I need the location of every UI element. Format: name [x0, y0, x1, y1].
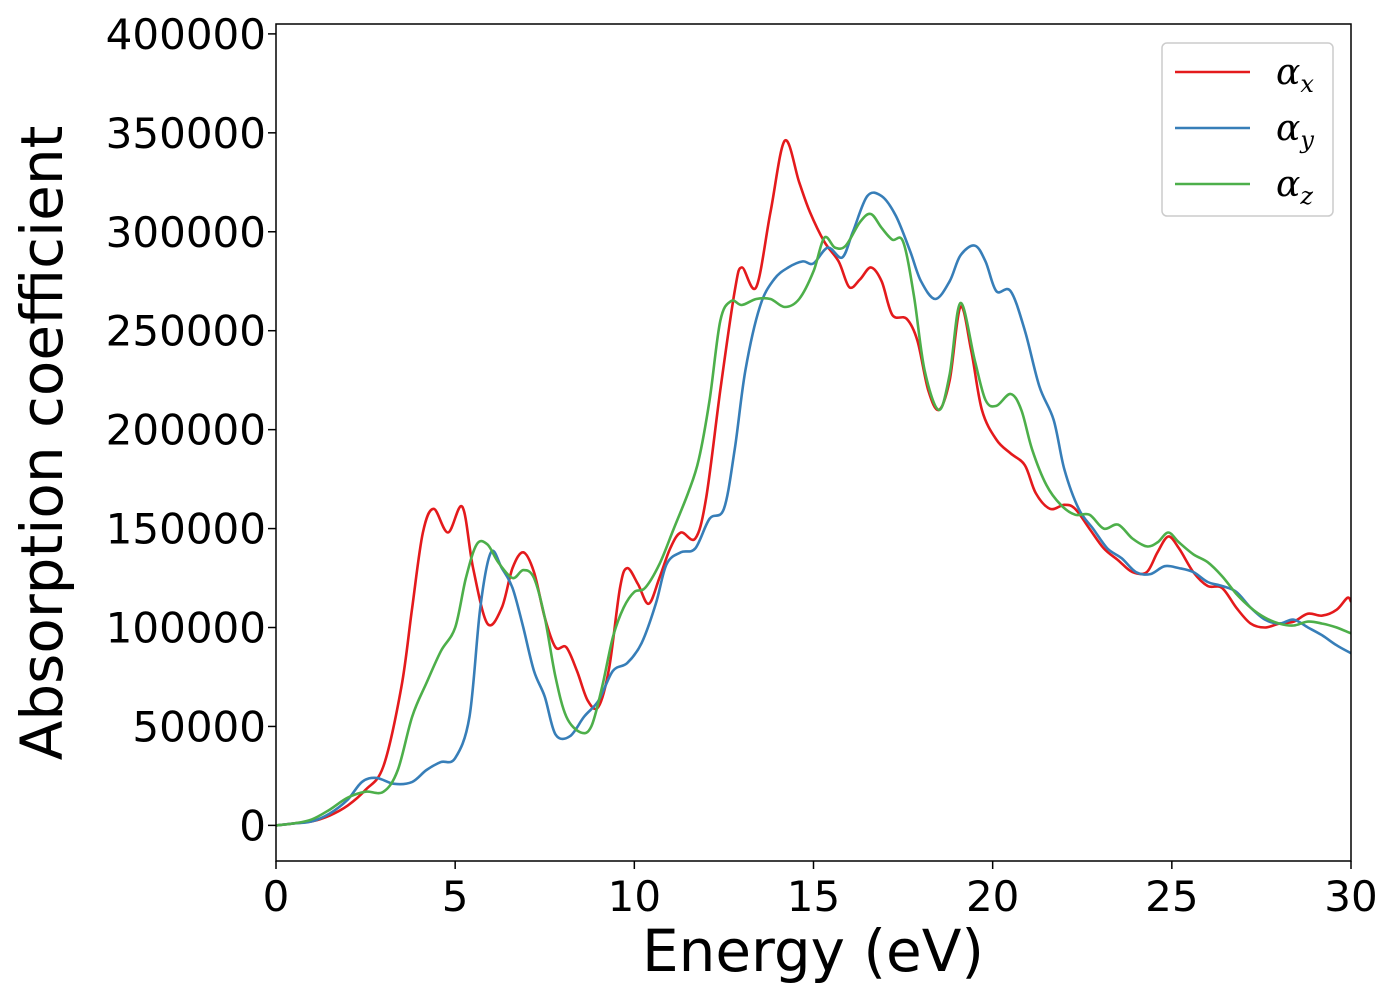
y-axis-ticks: 0 50000 100000 150000 200000 250000 300000 3500…: [106, 10, 276, 850]
y-tick-label: 250000: [106, 307, 266, 356]
x-axis-label: Energy (eV): [642, 917, 984, 985]
legend-label-subscript: z: [1299, 182, 1313, 210]
y-tick-label: 300000: [106, 208, 266, 257]
y-tick-label: 150000: [106, 505, 266, 554]
legend-label-symbol: α: [1276, 108, 1300, 149]
y-tick-label: 350000: [106, 109, 266, 158]
series-line-alpha-z: [276, 212, 1351, 827]
x-tick-label: 25: [1145, 872, 1198, 921]
y-tick-label: 100000: [106, 604, 266, 653]
y-tick-label: 0: [239, 801, 266, 850]
legend-label-symbol: α: [1276, 52, 1300, 93]
x-axis-ticks: 0 5 10 15 20 25 30: [263, 861, 1378, 921]
legend-label-symbol: α: [1276, 164, 1300, 205]
x-tick-label: 5: [442, 872, 469, 921]
series-line-alpha-y: [276, 191, 1351, 827]
y-tick-label: 200000: [106, 406, 266, 455]
y-axis-label: Absorption coefficient: [8, 126, 76, 761]
plot-frame: [275, 23, 1352, 862]
x-tick-label: 20: [966, 872, 1019, 921]
x-tick-label: 10: [608, 872, 661, 921]
legend-label-alpha-x: αx: [1276, 52, 1314, 98]
x-tick-label: 15: [787, 872, 840, 921]
plot-area: [276, 139, 1351, 827]
y-tick-label: 400000: [106, 10, 266, 59]
legend-label-subscript: x: [1300, 70, 1314, 98]
legend-frame: [1161, 42, 1334, 217]
x-tick-label: 0: [263, 872, 290, 921]
y-tick-label: 50000: [132, 702, 266, 751]
series-line-alpha-x: [276, 139, 1351, 827]
x-tick-label: 30: [1324, 872, 1377, 921]
legend-label-alpha-z: αz: [1276, 164, 1313, 210]
legend-label-subscript: y: [1299, 126, 1314, 154]
legend-label-alpha-y: αy: [1276, 108, 1314, 154]
